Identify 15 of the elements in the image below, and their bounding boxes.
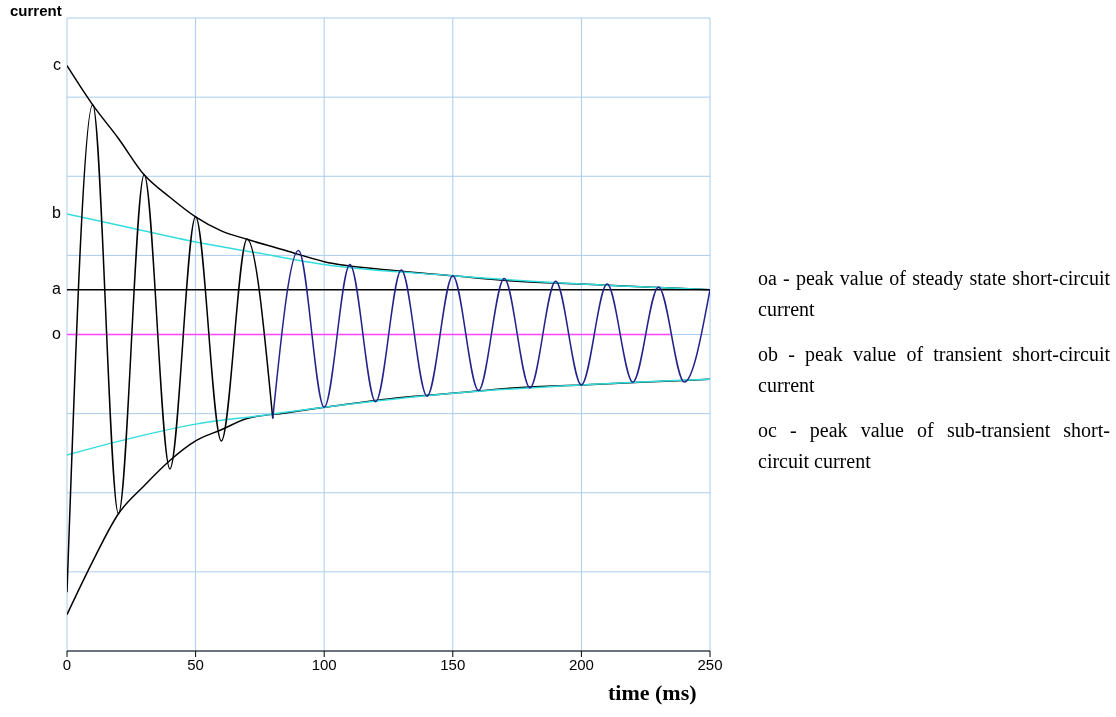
text: oc - peak value of sub-transient short-circuit current <box>758 418 1110 474</box>
text: oa - peak value of steady state short-circuit current <box>758 266 1110 322</box>
text: a <box>51 279 61 298</box>
x-tick-label: 200 <box>568 655 594 673</box>
x-tick-label: 150 <box>440 655 466 673</box>
text: c <box>52 55 61 74</box>
x-axis-title: time (ms) <box>608 680 697 706</box>
x-tick-label: 0 <box>62 655 72 673</box>
y-axis-title: current <box>10 2 62 19</box>
x-tick-label: 100 <box>311 655 337 673</box>
x-tick-label: 50 <box>187 655 204 673</box>
text: ob - peak value of transient short-circuit current <box>758 342 1110 398</box>
text: o <box>51 324 61 343</box>
x-tick-label: 250 <box>697 655 723 673</box>
text: b <box>51 204 61 223</box>
